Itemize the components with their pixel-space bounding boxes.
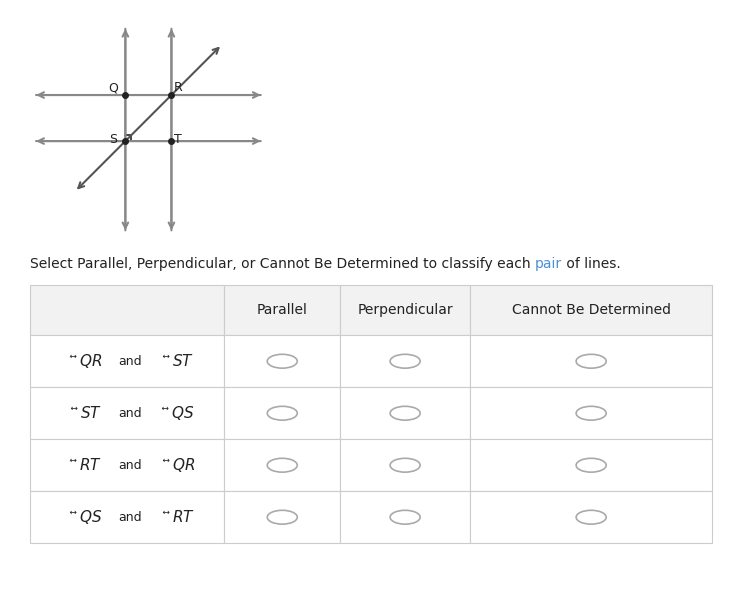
Bar xyxy=(470,387,712,439)
Text: pair: pair xyxy=(535,256,562,271)
Text: T: T xyxy=(174,133,182,147)
Bar xyxy=(341,285,470,335)
Text: of lines.: of lines. xyxy=(562,256,620,271)
Text: and: and xyxy=(119,407,142,420)
Text: $\overleftrightarrow{RT}$: $\overleftrightarrow{RT}$ xyxy=(162,509,194,525)
Bar xyxy=(224,491,341,543)
Text: Parallel: Parallel xyxy=(257,303,308,317)
Bar xyxy=(470,491,712,543)
Text: $\overleftrightarrow{QS}$: $\overleftrightarrow{QS}$ xyxy=(162,404,195,422)
Bar xyxy=(341,335,470,387)
Bar xyxy=(341,491,470,543)
Bar xyxy=(341,387,470,439)
Bar xyxy=(224,285,341,335)
Bar xyxy=(341,439,470,491)
Text: Q: Q xyxy=(108,81,119,95)
Text: R: R xyxy=(174,81,183,95)
Text: Cannot Be Determined: Cannot Be Determined xyxy=(512,303,671,317)
Text: $\overleftrightarrow{QR}$: $\overleftrightarrow{QR}$ xyxy=(162,456,195,474)
Bar xyxy=(224,439,341,491)
Text: $\overleftrightarrow{ST}$: $\overleftrightarrow{ST}$ xyxy=(162,353,194,369)
Text: Perpendicular: Perpendicular xyxy=(358,303,453,317)
Text: $\overleftrightarrow{ST}$: $\overleftrightarrow{ST}$ xyxy=(70,405,102,421)
Text: Select Parallel, Perpendicular, or Cannot Be Determined to classify each: Select Parallel, Perpendicular, or Canno… xyxy=(30,256,535,271)
Bar xyxy=(30,491,224,543)
Text: $\overleftrightarrow{QS}$: $\overleftrightarrow{QS}$ xyxy=(69,508,102,526)
Text: and: and xyxy=(119,511,142,524)
Bar xyxy=(470,285,712,335)
Text: and: and xyxy=(119,355,142,368)
Text: and: and xyxy=(119,459,142,471)
Text: S: S xyxy=(109,133,117,147)
Text: $\overleftrightarrow{QR}$: $\overleftrightarrow{QR}$ xyxy=(69,352,102,370)
Bar xyxy=(30,335,224,387)
Bar xyxy=(30,439,224,491)
Bar xyxy=(224,387,341,439)
Text: $\overleftrightarrow{RT}$: $\overleftrightarrow{RT}$ xyxy=(70,457,102,473)
Bar xyxy=(470,335,712,387)
Bar xyxy=(30,387,224,439)
Bar xyxy=(224,335,341,387)
Bar xyxy=(30,285,224,335)
Bar xyxy=(470,439,712,491)
